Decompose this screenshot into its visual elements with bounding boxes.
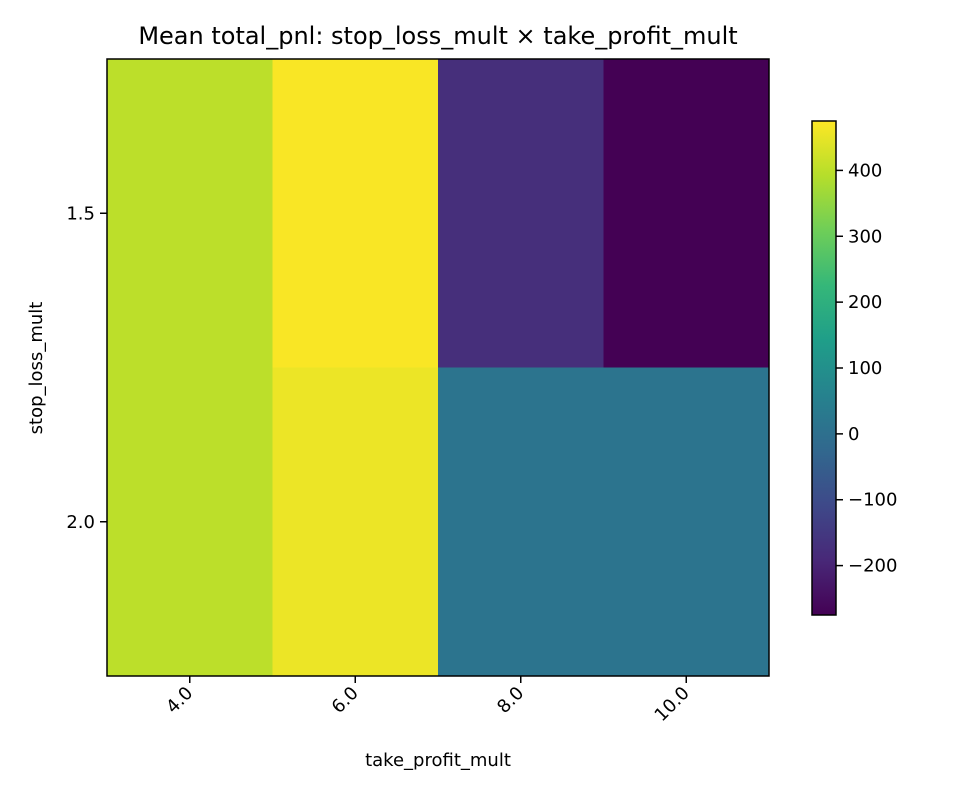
x-tick-label: 6.0 [328,683,363,718]
heatmap-cell [438,367,604,677]
x-axis: 4.0 6.0 8.0 10.0 [162,676,694,726]
heatmap-cell [438,59,604,368]
heatmap-cell [272,367,439,677]
heatmap-cells [107,59,770,677]
colorbar-tick-label: 400 [848,160,882,181]
colorbar-tick-label: 100 [848,358,882,379]
chart-title: Mean total_pnl: stop_loss_mult × take_pr… [138,22,737,50]
x-axis-label: take_profit_mult [365,750,511,771]
heatmap-cell [603,59,770,368]
x-tick-label: 10.0 [651,683,694,726]
colorbar [811,120,837,616]
colorbar-tick-label: −200 [848,556,897,577]
colorbar-ticks: 400 300 200 100 0 −100 −200 [836,160,897,577]
heatmap-cell [107,367,273,677]
heatmap-cell [603,367,770,677]
y-tick-label: 1.5 [66,203,95,224]
y-axis-label: stop_loss_mult [26,302,47,435]
heatmap-cell [107,59,273,368]
colorbar-tick-label: 200 [848,292,882,313]
colorbar-tick-label: 0 [848,424,859,445]
heatmap-cell [272,59,439,368]
y-axis: 1.5 2.0 [66,203,107,533]
x-tick-label: 8.0 [493,683,528,718]
colorbar-tick-label: −100 [848,490,897,511]
colorbar-tick-label: 300 [848,226,882,247]
y-tick-label: 2.0 [66,512,95,533]
x-tick-label: 4.0 [162,683,197,718]
plot-frame [106,58,770,677]
